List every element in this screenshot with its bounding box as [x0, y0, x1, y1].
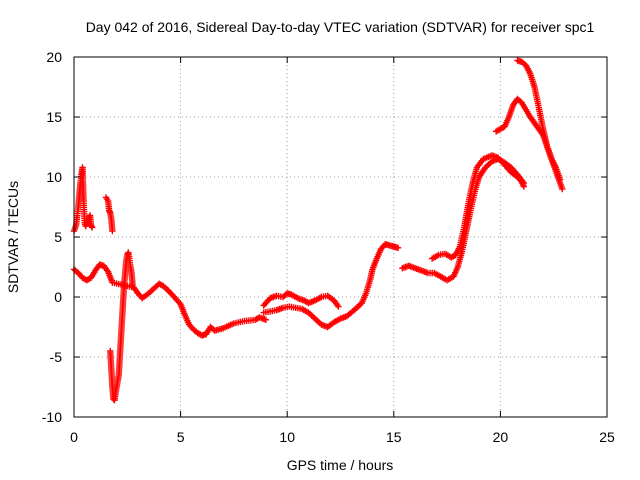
x-tick-label: 25 — [599, 429, 615, 445]
x-tick-label: 10 — [279, 429, 295, 445]
y-tick-label: -5 — [50, 349, 63, 365]
data-point — [262, 316, 270, 323]
data-point — [335, 303, 342, 310]
series-seg-late-d — [514, 57, 566, 193]
data-point — [109, 227, 116, 235]
data-point — [559, 185, 566, 193]
series-seg-early-spike — [70, 164, 96, 235]
data-point — [520, 183, 528, 190]
x-tick-label: 5 — [177, 429, 185, 445]
y-axis-label: SDTVAR / TECUs — [5, 181, 21, 293]
series-seg-mid-upper — [260, 290, 342, 310]
series-seg-dip — [107, 249, 136, 404]
chart-title: Day 042 of 2016, Sidereal Day-to-day VTE… — [86, 19, 595, 35]
series-seg-1-5h — [102, 194, 116, 235]
x-tick-label: 20 — [493, 429, 509, 445]
data-point — [88, 224, 96, 231]
series-seg-mid-lower — [260, 241, 402, 331]
y-tick-label: -10 — [42, 409, 62, 425]
data-marks — [70, 57, 566, 404]
series-seg-main-low — [70, 261, 270, 339]
y-tick-label: 20 — [46, 49, 62, 65]
x-axis-label: GPS time / hours — [287, 457, 394, 473]
y-tick-label: 0 — [54, 289, 62, 305]
y-tick-label: 10 — [46, 169, 62, 185]
x-tick-label: 15 — [386, 429, 402, 445]
y-tick-label: 15 — [46, 109, 62, 125]
data-point — [394, 244, 402, 251]
y-tick-label: 5 — [54, 229, 62, 245]
axis-ticks: 0 5 10 15 20 25 -10 -5 0 5 10 15 20 — [42, 49, 615, 445]
series-seg-late-b — [428, 152, 528, 262]
x-tick-label: 0 — [70, 429, 78, 445]
